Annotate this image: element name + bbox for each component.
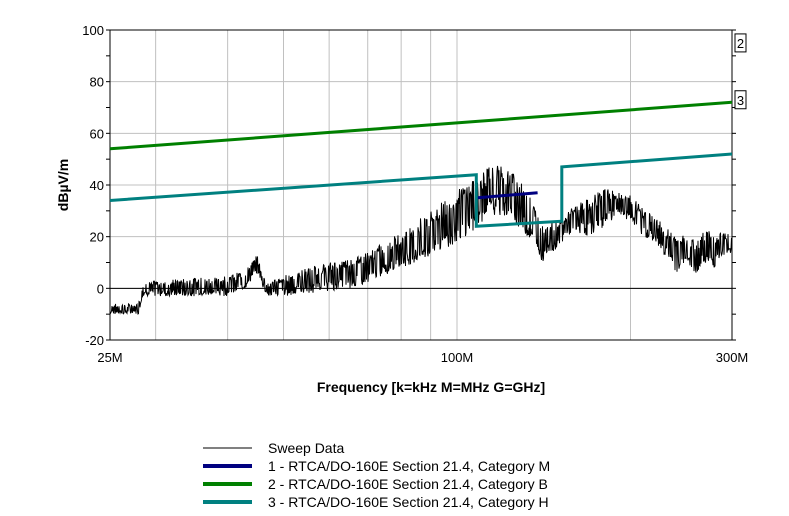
- legend-label: 1 - RTCA/DO-160E Section 21.4, Category …: [268, 458, 550, 474]
- y-tick-label: 80: [90, 75, 104, 90]
- limit-line-1: [476, 191, 538, 200]
- y-tick-label: 60: [90, 126, 104, 141]
- x-tick-label: 25M: [97, 350, 122, 365]
- legend-label: 3 - RTCA/DO-160E Section 21.4, Category …: [268, 494, 549, 510]
- limit-line-3: [109, 152, 733, 228]
- y-tick-label: 100: [82, 23, 104, 38]
- legend: Sweep Data 1 - RTCA/DO-160E Section 21.4,…: [203, 440, 550, 510]
- x-axis-title: Frequency [k=kHz M=MHz G=GHz]: [317, 379, 545, 395]
- sweep-data-trace: [109, 165, 733, 315]
- y-tick-label: 0: [97, 281, 104, 296]
- y-tick-label: -20: [85, 333, 104, 348]
- y-tick-label: 40: [90, 178, 104, 193]
- legend-entry: Sweep Data: [203, 440, 344, 456]
- legend-entry: 1 - RTCA/DO-160E Section 21.4, Category …: [203, 458, 550, 474]
- legend-label: 2 - RTCA/DO-160E Section 21.4, Category …: [268, 476, 548, 492]
- x-tick-label: 300M: [716, 350, 749, 365]
- legend-entry: 2 - RTCA/DO-160E Section 21.4, Category …: [203, 476, 548, 492]
- legend-label: Sweep Data: [268, 440, 344, 456]
- x-tick-label: 100M: [441, 350, 474, 365]
- limit-markers: 23: [734, 33, 747, 110]
- y-axis-title: dBµV/m: [55, 159, 71, 211]
- y-tick-label: 20: [90, 230, 104, 245]
- limit-marker-box: [734, 90, 747, 110]
- limit-marker-3: 3: [734, 90, 747, 110]
- limit-marker-box: [734, 33, 747, 53]
- limit-marker-label: 3: [737, 93, 744, 108]
- legend-entry: 3 - RTCA/DO-160E Section 21.4, Category …: [203, 494, 549, 510]
- axes: -20 0 20 40 60 80 100 25M 100M 300M Frequency [k=k…: [55, 23, 748, 395]
- limit-marker-label: 2: [737, 36, 744, 51]
- limit-line-2: [109, 100, 733, 151]
- plot-series: [109, 100, 733, 315]
- limit-marker-2: 2: [734, 33, 747, 53]
